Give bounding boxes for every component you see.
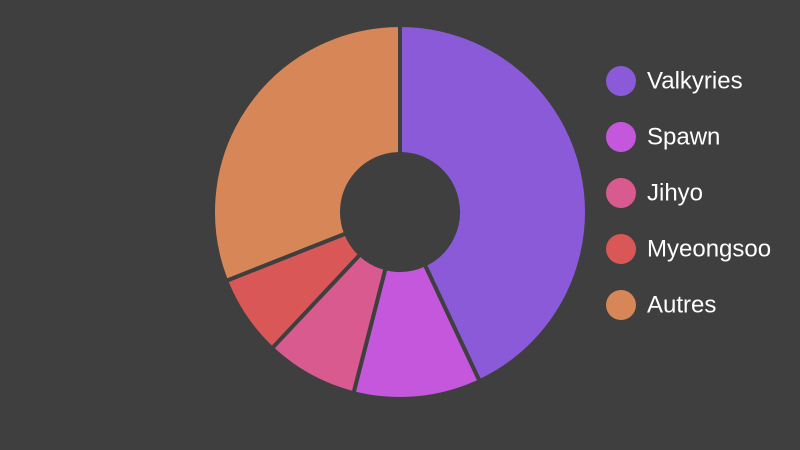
legend-swatch xyxy=(606,66,636,96)
legend-swatch xyxy=(606,178,636,208)
slice xyxy=(351,262,482,401)
legend-swatch xyxy=(606,122,636,152)
slice xyxy=(211,23,402,283)
legend-label: Spawn xyxy=(647,123,720,150)
legend-swatch xyxy=(606,234,636,264)
legend-label: Myeongsoo xyxy=(647,235,771,262)
legend-label: Jihyo xyxy=(647,179,703,206)
slice xyxy=(398,23,589,384)
legend-swatch xyxy=(606,290,636,320)
legend-label: Valkyries xyxy=(647,67,743,94)
legend-label: Autres xyxy=(647,291,716,318)
